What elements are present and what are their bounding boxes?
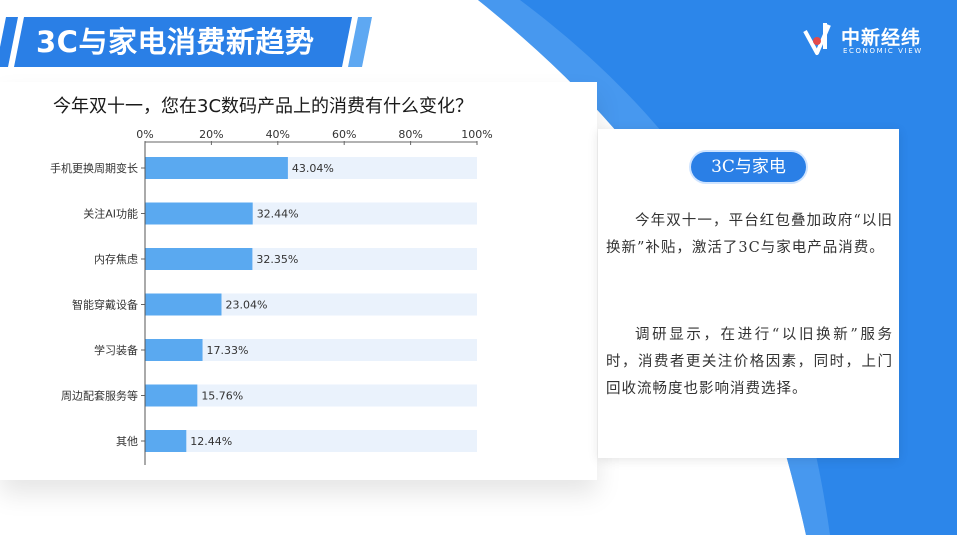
category-label: 内存焦虑: [94, 252, 138, 266]
bar-track: [145, 293, 477, 316]
page-title: 3C与家电消费新趋势: [36, 25, 315, 59]
logo-name-en: ECONOMIC VIEW: [843, 47, 923, 55]
category-label: 周边配套服务等: [61, 389, 138, 403]
value-label: 17.33%: [207, 344, 249, 357]
value-label: 32.44%: [257, 208, 299, 221]
chart-card: [0, 82, 597, 480]
bar: [145, 248, 253, 270]
logo-name-cn: 中新经纬: [841, 27, 922, 49]
category-label: 手机更换周期变长: [50, 161, 138, 175]
category-label: 智能穿戴设备: [72, 298, 138, 312]
value-label: 12.44%: [190, 435, 232, 448]
info-paragraph: 今年双十一，平台红包叠加政府“以旧换新”补贴，激活了3C与家电产品消费。: [606, 213, 893, 256]
x-tick-label: 0%: [136, 128, 153, 141]
x-tick-label: 80%: [398, 128, 422, 141]
x-tick-label: 60%: [332, 128, 356, 141]
bar-track: [145, 430, 477, 452]
value-label: 43.04%: [292, 162, 334, 175]
info-paragraph: 调研显示，在进行“以旧换新”服务时，消费者更关注价格因素，同时，上门回收流畅度也…: [606, 327, 893, 397]
x-tick-label: 20%: [199, 128, 223, 141]
logo-mark-icon: [803, 23, 831, 55]
bar-track: [145, 339, 477, 361]
value-label: 15.76%: [201, 390, 243, 403]
value-label: 32.35%: [256, 253, 298, 266]
category-label: 其他: [116, 435, 138, 448]
bar-chart: 0% 20% 40% 60% 80% 100% 手机更换周期变长 43.04% 关注AI功能 32…: [50, 128, 493, 465]
value-label: 23.04%: [225, 299, 267, 312]
bar: [145, 157, 288, 179]
info-card: 3C与家电 今年双十一，平台红包叠加政府“以旧换新”补贴，激活了3C与家电产品消…: [598, 129, 899, 458]
bar: [145, 293, 222, 316]
bar: [145, 430, 187, 452]
category-tag: 3C与家电: [691, 152, 806, 182]
chart-title: 今年双十一，您在3C数码产品上的消费有什么变化？: [53, 96, 474, 117]
category-label: 关注AI功能: [83, 207, 138, 221]
category-label: 学习装备: [94, 343, 138, 357]
brand-logo: 中新经纬 ECONOMIC VIEW: [803, 19, 943, 59]
title-banner: [0, 17, 372, 67]
bar-track: [145, 384, 477, 407]
bar: [145, 384, 198, 407]
x-tick-label: 100%: [461, 128, 492, 141]
bar: [145, 202, 253, 225]
bar: [145, 339, 203, 361]
x-tick-label: 40%: [266, 128, 290, 141]
